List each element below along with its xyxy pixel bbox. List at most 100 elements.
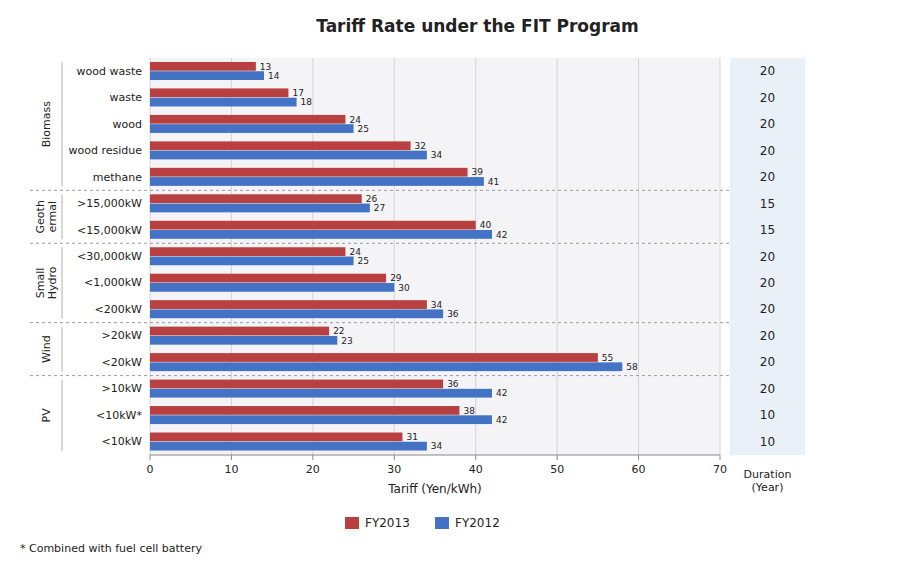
duration-value: 20 [760, 64, 775, 78]
data-label: 58 [626, 362, 638, 372]
group-divider [30, 190, 805, 191]
bar [150, 247, 345, 256]
bar [150, 88, 288, 97]
tick-mark [231, 455, 232, 460]
category-label: <10kW [102, 435, 143, 448]
duration-value: 20 [760, 170, 775, 184]
tick-mark [720, 455, 721, 460]
bar [150, 327, 329, 336]
category-label: methane [93, 171, 142, 184]
data-label: 41 [488, 177, 499, 187]
bar [150, 362, 622, 371]
category-label: >20kW [102, 329, 143, 342]
group-bracket [62, 194, 63, 239]
group-label: Biomass [40, 101, 53, 148]
group-divider [30, 322, 805, 323]
duration-value: 20 [760, 382, 775, 396]
bar [150, 309, 443, 318]
duration-value: 20 [760, 144, 775, 158]
tick-label: 50 [550, 463, 564, 476]
tick-label: 70 [713, 463, 727, 476]
data-label: 30 [398, 283, 410, 293]
group-label-group: Geothermal [34, 200, 59, 233]
data-label: 39 [472, 167, 484, 177]
footnote: * Combined with fuel cell battery [20, 542, 202, 555]
group-label: Geothermal [34, 200, 59, 233]
x-axis-label: Tariff (Yen/kWh) [387, 482, 482, 496]
group-label: SmallHydro [34, 266, 59, 299]
category-label: >10kW [102, 382, 143, 395]
data-label: 27 [374, 203, 385, 213]
data-label: 55 [602, 353, 613, 363]
data-label: 25 [358, 124, 369, 134]
data-label: 32 [415, 141, 426, 151]
group-bracket [62, 327, 63, 372]
legend-entry: FY2013 [365, 516, 410, 530]
bar [150, 283, 394, 292]
bar [150, 177, 484, 186]
bar [150, 300, 427, 309]
data-label: 36 [447, 309, 459, 319]
data-label: 25 [358, 256, 369, 266]
category-label: <200kW [95, 303, 143, 316]
bar [150, 221, 476, 230]
duration-value: 20 [760, 302, 775, 316]
bar [150, 406, 459, 415]
data-label: 42 [496, 230, 507, 240]
category-label: waste [109, 91, 142, 104]
bar [150, 115, 345, 124]
plot-background [150, 58, 720, 455]
group-label-group: Biomass [40, 101, 53, 148]
duration-value: 15 [760, 197, 775, 211]
duration-value: 20 [760, 117, 775, 131]
data-label: 34 [431, 441, 443, 451]
duration-header: Duration(Year) [744, 467, 792, 493]
tick-label: 60 [632, 463, 646, 476]
tick-mark [557, 455, 558, 460]
category-label: <15,000kW [77, 224, 142, 237]
bar [150, 204, 370, 213]
duration-value: 20 [760, 329, 775, 343]
x-axis-line [150, 455, 720, 456]
group-divider [30, 375, 805, 376]
bar [150, 62, 256, 71]
data-label: 36 [447, 379, 459, 389]
group-label: Wind [40, 335, 53, 363]
bars [150, 62, 622, 451]
data-label: 31 [406, 432, 417, 442]
category-label: wood [113, 118, 142, 131]
tick-label: 10 [224, 463, 238, 476]
bar [150, 168, 468, 177]
category-label: <20kW [102, 356, 143, 369]
legend-entry: FY2012 [455, 516, 500, 530]
tick-label: 30 [387, 463, 401, 476]
group-label-group: PV [40, 408, 53, 423]
duration-value: 20 [760, 91, 775, 105]
bar [150, 141, 411, 150]
group-bracket [62, 380, 63, 451]
tick-mark [312, 455, 313, 460]
category-label: wood residue [69, 144, 143, 157]
group-divider [30, 243, 805, 244]
tick-label: 20 [306, 463, 320, 476]
tick-label: 0 [147, 463, 154, 476]
bar [150, 151, 427, 160]
tick-mark [150, 455, 151, 460]
grid-line [720, 58, 721, 455]
bar [150, 71, 264, 80]
data-label: 34 [431, 150, 443, 160]
data-label: 23 [341, 336, 352, 346]
duration-value: 20 [760, 276, 775, 290]
data-label: 42 [496, 388, 507, 398]
bar [150, 442, 427, 451]
group-label-group: Wind [40, 335, 53, 363]
data-labels: 1314171824253234394126274042242529303436… [260, 62, 638, 452]
bar [150, 353, 598, 362]
tick-mark [638, 455, 639, 460]
category-label: wood waste [77, 65, 143, 78]
bar [150, 274, 386, 283]
group-bracket [62, 62, 63, 186]
bar [150, 194, 362, 203]
duration-value: 10 [760, 435, 775, 449]
bar [150, 336, 337, 345]
